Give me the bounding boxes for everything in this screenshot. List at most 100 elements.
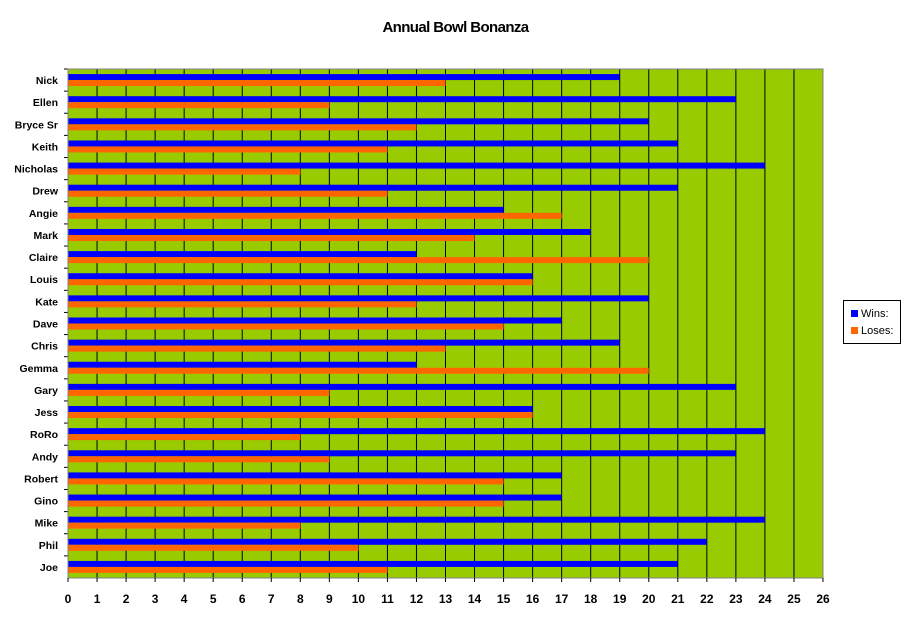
bar-loses — [68, 367, 649, 374]
bar-wins — [68, 228, 591, 235]
category-label: Gary — [34, 385, 58, 397]
bar-wins — [68, 560, 678, 567]
x-tick-label: 13 — [439, 592, 453, 606]
bar-loses — [68, 279, 533, 286]
bar-loses — [68, 102, 330, 109]
category-label: Claire — [29, 252, 58, 264]
bar-wins — [68, 428, 765, 435]
x-tick-label: 19 — [613, 592, 627, 606]
legend-item-loses: Loses: — [851, 325, 893, 337]
x-tick-label: 8 — [297, 592, 304, 606]
x-tick-label: 7 — [268, 592, 275, 606]
category-label: Gino — [34, 496, 58, 508]
bar-loses — [68, 544, 359, 551]
bar-wins — [68, 406, 533, 413]
x-tick-label: 11 — [381, 592, 394, 606]
x-tick-label: 22 — [700, 592, 714, 606]
bar-wins — [68, 317, 562, 324]
bar-loses — [68, 168, 301, 175]
category-label: Louis — [30, 274, 58, 286]
x-tick-label: 17 — [555, 592, 569, 606]
x-tick-label: 26 — [816, 592, 830, 606]
bar-loses — [68, 212, 562, 219]
category-label: Bryce Sr — [15, 119, 58, 131]
category-label: Drew — [32, 186, 59, 198]
bar-loses — [68, 323, 504, 330]
bar-loses — [68, 257, 649, 264]
category-label: Mark — [33, 230, 58, 242]
x-tick-label: 20 — [642, 592, 656, 606]
legend-label-loses: Loses: — [861, 325, 894, 337]
x-tick-label: 4 — [181, 592, 188, 606]
category-label: Dave — [33, 319, 58, 331]
x-tick-label: 21 — [671, 592, 685, 606]
x-tick-label: 2 — [123, 592, 130, 606]
bar-wins — [68, 538, 707, 545]
category-label: Keith — [32, 141, 58, 153]
category-label: Kate — [35, 296, 58, 308]
bar-wins — [68, 450, 736, 457]
legend-item-wins: Wins: — [851, 308, 889, 320]
legend: Wins: Loses: — [843, 300, 901, 344]
x-tick-label: 23 — [729, 592, 743, 606]
category-label: Mike — [35, 518, 59, 530]
category-label: Gemma — [19, 363, 58, 375]
bar-wins — [68, 96, 736, 103]
bar-wins — [68, 383, 736, 390]
bar-wins — [68, 273, 533, 280]
x-tick-label: 1 — [94, 592, 101, 606]
bar-loses — [68, 124, 417, 131]
x-tick-label: 24 — [758, 592, 772, 606]
bar-wins — [68, 184, 678, 191]
category-label: Robert — [24, 473, 58, 485]
bar-loses — [68, 522, 301, 529]
x-tick-label: 12 — [410, 592, 424, 606]
category-label: Ellen — [33, 97, 58, 109]
bar-loses — [68, 301, 417, 308]
bar-loses — [68, 80, 446, 87]
legend-swatch-wins — [851, 310, 858, 317]
category-label: Andy — [32, 451, 58, 463]
bar-wins — [68, 251, 417, 258]
bar-wins — [68, 74, 620, 81]
bar-wins — [68, 339, 620, 346]
bar-wins — [68, 118, 649, 125]
x-tick-label: 3 — [152, 592, 159, 606]
bar-loses — [68, 566, 388, 573]
bar-loses — [68, 146, 388, 153]
x-tick-label: 25 — [787, 592, 801, 606]
bar-loses — [68, 434, 301, 441]
legend-label-wins: Wins: — [861, 308, 889, 320]
category-label: Nicholas — [14, 164, 58, 176]
x-tick-label: 15 — [497, 592, 511, 606]
x-tick-label: 18 — [584, 592, 598, 606]
category-label: RoRo — [30, 429, 58, 441]
bar-loses — [68, 456, 330, 463]
x-tick-label: 6 — [239, 592, 246, 606]
x-tick-label: 10 — [352, 592, 366, 606]
category-label: Jess — [35, 407, 59, 419]
bar-loses — [68, 412, 533, 419]
bar-loses — [68, 500, 504, 507]
category-label: Angie — [29, 208, 58, 220]
bar-loses — [68, 389, 330, 396]
x-tick-label: 0 — [65, 592, 72, 606]
x-tick-label: 16 — [526, 592, 540, 606]
category-label: Joe — [40, 562, 58, 574]
bar-wins — [68, 162, 765, 169]
bar-loses — [68, 190, 388, 197]
legend-swatch-loses — [851, 327, 858, 334]
category-label: Nick — [36, 75, 58, 87]
category-label: Chris — [31, 341, 58, 353]
bar-wins — [68, 472, 562, 479]
category-label: Phil — [39, 540, 58, 552]
bar-loses — [68, 234, 475, 241]
bar-wins — [68, 516, 765, 523]
bar-wins — [68, 206, 504, 213]
bar-wins — [68, 361, 417, 368]
x-tick-label: 9 — [326, 592, 333, 606]
x-tick-label: 5 — [210, 592, 217, 606]
x-tick-label: 14 — [468, 592, 482, 606]
bar-wins — [68, 140, 678, 147]
